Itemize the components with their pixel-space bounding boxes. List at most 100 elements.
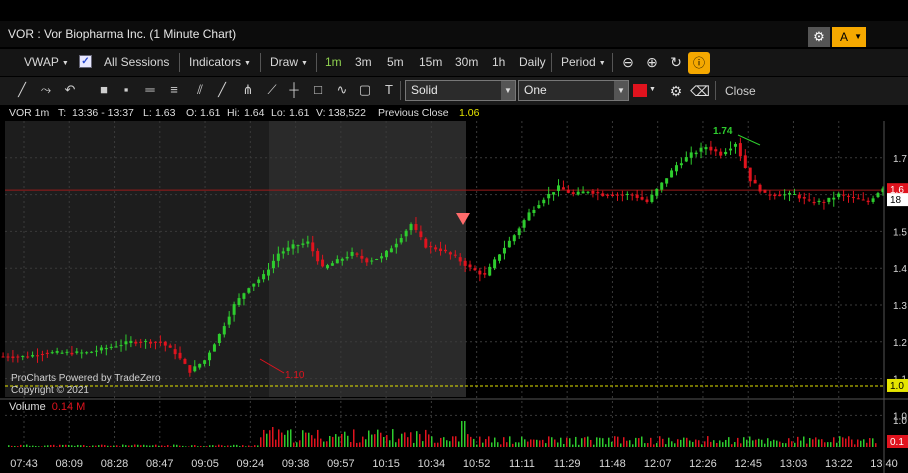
candle-body	[6, 356, 10, 358]
candle-body	[104, 347, 108, 350]
volume-bar	[179, 445, 181, 447]
y-tick-label: 1.4	[893, 264, 907, 275]
candle-body	[173, 349, 177, 355]
volume-bar	[59, 444, 61, 447]
candle-body	[375, 259, 379, 261]
candle-body	[271, 260, 275, 269]
rounded-outline-icon[interactable]: ▢	[358, 82, 372, 97]
volume-bar	[821, 439, 823, 447]
candle-body	[325, 265, 329, 269]
line-width-select[interactable]: One ▼	[518, 80, 629, 101]
candle-body	[620, 194, 624, 196]
volume-bar	[539, 440, 541, 447]
draw-dropdown[interactable]: Draw ▼	[270, 55, 308, 69]
volume-bar	[317, 429, 319, 447]
timeframe-daily[interactable]: Daily	[519, 55, 546, 69]
zoom-in-icon[interactable]: ⊕	[646, 54, 658, 70]
x-tick-label: 12:26	[689, 458, 717, 470]
volume-bar	[446, 440, 448, 447]
settings-gear-icon[interactable]: ⚙	[808, 27, 830, 47]
period-dropdown[interactable]: Period ▼	[561, 55, 606, 69]
rectangle-outline-icon[interactable]: □	[314, 82, 322, 97]
draw-ray-icon[interactable]: ⤳	[40, 82, 52, 97]
volume-bar	[698, 440, 700, 447]
vwap-dropdown[interactable]: VWAP ▼	[24, 55, 69, 69]
volume-bar	[347, 435, 349, 447]
volume-bar	[830, 442, 832, 447]
volume-bar	[200, 445, 202, 447]
chart-info-icon[interactable]: ⓘ	[688, 52, 710, 74]
volume-bar	[320, 438, 322, 447]
draw-arc-icon[interactable]: ↶	[64, 82, 76, 97]
reset-zoom-icon[interactable]: ↻	[670, 54, 682, 70]
line-color-chevron-down-icon[interactable]: ▼	[649, 86, 656, 93]
crosshair-icon[interactable]: ┼	[289, 82, 299, 97]
volume-bar	[260, 437, 262, 447]
line-color-swatch[interactable]	[633, 84, 647, 97]
high-annotation-pointer	[737, 134, 761, 146]
volume-bar	[89, 446, 91, 447]
volume-bar	[248, 445, 250, 447]
timeframe-1h[interactable]: 1h	[492, 55, 506, 69]
volume-bar	[659, 436, 661, 447]
candle-body	[139, 341, 143, 343]
volume-bar	[35, 445, 37, 447]
candle-body	[792, 193, 796, 195]
volume-bar	[590, 439, 592, 447]
timeframe-15m[interactable]: 15m	[419, 55, 443, 69]
last-price-tag-bg	[887, 183, 908, 197]
volume-bar	[407, 437, 409, 447]
zoom-out-icon[interactable]: ⊖	[622, 54, 634, 70]
trendline-icon[interactable]: ╱	[218, 82, 226, 97]
volume-bar	[377, 429, 379, 447]
volume-bar	[389, 440, 391, 447]
candle-body	[581, 191, 585, 194]
extended-line-icon[interactable]: ⟋	[267, 82, 277, 97]
timeframe-5m[interactable]: 5m	[387, 55, 404, 69]
draw-rounded-rect-icon[interactable]: ▪	[123, 82, 129, 97]
sell-marker-triangle	[456, 213, 470, 225]
timeframe-1m[interactable]: 1m	[325, 55, 342, 69]
candle-body	[645, 199, 649, 202]
volume-bar	[752, 440, 754, 447]
price-chart[interactable]: 07:43 08:09 08:28 08:47 09:05 09:24 09:38 09:57…	[0, 121, 908, 473]
candle-body	[596, 192, 600, 194]
eraser-icon[interactable]: ⌫	[690, 83, 710, 99]
timeframe-3m[interactable]: 3m	[355, 55, 372, 69]
drawing-settings-gear-icon[interactable]: ⚙	[669, 83, 683, 99]
volume-bar	[26, 444, 28, 447]
volume-bar	[500, 444, 502, 447]
channel-icon[interactable]: ⫽	[197, 82, 203, 97]
close-drawing-toolbar-button[interactable]: Close	[725, 84, 756, 98]
x-tick-label: 09:24	[237, 458, 265, 470]
all-sessions-checkbox[interactable]: ✓	[79, 55, 92, 68]
indicators-dropdown[interactable]: Indicators ▼	[189, 55, 251, 69]
pitchfork-icon[interactable]: ⋔	[242, 82, 254, 97]
line-style-select[interactable]: Solid ▼	[405, 80, 516, 101]
volume-bar	[575, 436, 577, 447]
volume-bar	[68, 444, 70, 447]
toolbar-divider	[715, 81, 716, 100]
toolbar-divider	[260, 53, 261, 72]
alert-button[interactable]: A ▼	[832, 27, 866, 47]
candle-body	[119, 345, 123, 347]
volume-bar	[596, 437, 598, 447]
horizontal-line-icon[interactable]: ═	[145, 82, 155, 97]
volume-bar	[476, 444, 478, 447]
candle-body	[822, 201, 826, 203]
volume-bar	[533, 439, 535, 447]
volume-bar	[632, 444, 634, 447]
volume-bar	[17, 446, 19, 447]
draw-rectangle-filled-icon[interactable]: ■	[100, 82, 108, 97]
wave-icon[interactable]: ∿	[336, 82, 348, 97]
draw-line-icon[interactable]: ╱	[18, 82, 26, 97]
text-tool-icon[interactable]: T	[385, 82, 393, 97]
timeframe-30m[interactable]: 30m	[455, 55, 479, 69]
candle-body	[532, 209, 536, 213]
volume-bar	[218, 444, 220, 447]
volume-bar	[224, 446, 226, 447]
all-sessions-label[interactable]: All Sessions	[104, 55, 170, 69]
volume-bar	[182, 445, 184, 447]
period-chevron-down-icon: ▼	[598, 60, 606, 67]
fibonacci-icon[interactable]: ≡	[170, 82, 178, 97]
